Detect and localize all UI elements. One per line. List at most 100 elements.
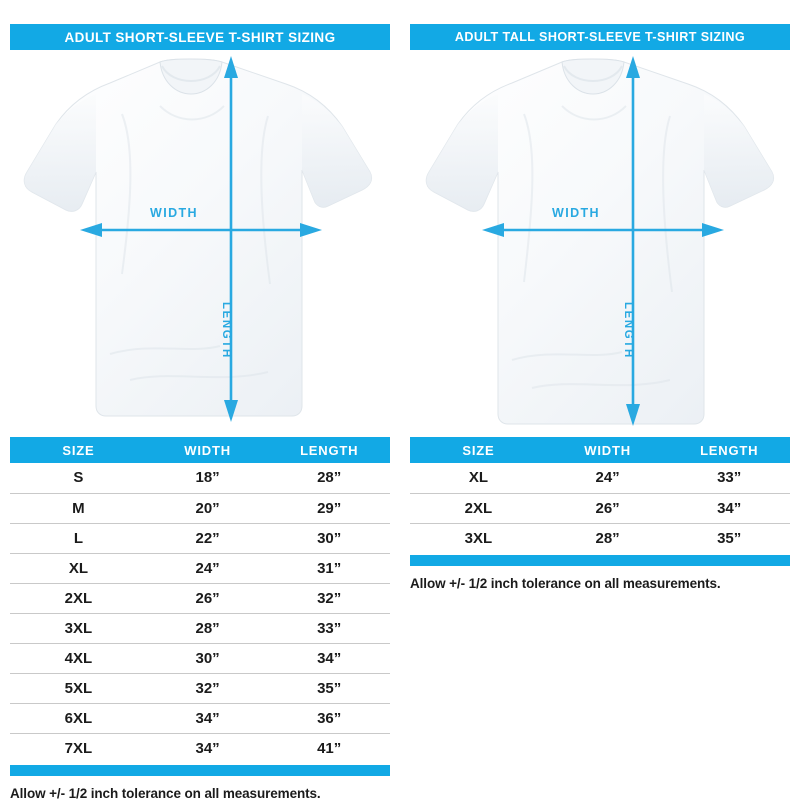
table-header-row: SIZE WIDTH LENGTH: [410, 437, 790, 463]
table-row: 2XL 26” 34”: [410, 492, 790, 523]
cell-width: 34”: [146, 732, 269, 763]
width-measure-label: WIDTH: [552, 206, 600, 220]
cell-size: 3XL: [410, 522, 547, 553]
header-size: SIZE: [410, 437, 547, 463]
cell-length: 41”: [268, 732, 390, 763]
length-arrow-head-bottom: [224, 400, 238, 422]
adult-tall-tshirt-diagram: WIDTH LENGTH: [410, 54, 790, 426]
cell-length: 29”: [268, 492, 390, 523]
width-measure-label: WIDTH: [150, 206, 198, 220]
adult-tall-table-body: XL 24” 33” 2XL 26” 34” 3XL 28” 35”: [410, 463, 790, 553]
table-row: 2XL 26” 32”: [10, 582, 390, 613]
table-row: XL 24” 33”: [410, 463, 790, 493]
cell-width: 18”: [195, 469, 220, 487]
cell-length: 35”: [668, 522, 790, 553]
fabric-folds: [511, 105, 673, 389]
cell-length: 34”: [668, 492, 790, 523]
tshirt-illustration: [425, 56, 775, 426]
adult-tall-tolerance-note: Allow +/- 1/2 inch tolerance on all meas…: [410, 576, 721, 591]
cell-width: 22”: [146, 522, 269, 553]
cell-length: 30”: [268, 522, 390, 553]
cell-size: L: [10, 522, 147, 553]
cell-width: 28”: [546, 522, 669, 553]
table-row: 4XL 30” 34”: [10, 642, 390, 673]
header-width: WIDTH: [146, 437, 269, 463]
header-length: LENGTH: [268, 437, 390, 463]
table-row: L 22” 30”: [10, 522, 390, 553]
cell-size: 3XL: [10, 612, 147, 643]
cell-size: 6XL: [10, 702, 147, 733]
shirt-collar: [561, 58, 625, 95]
cell-length: 28”: [317, 469, 342, 487]
cell-width: 26”: [546, 492, 669, 523]
adult-tall-sizing-panel: ADULT TALL SHORT-SLEEVE T-SHIRT SIZING: [400, 0, 800, 800]
cell-size: 7XL: [10, 732, 147, 763]
table-row: XL 24” 31”: [10, 552, 390, 583]
length-measure-label: LENGTH: [622, 302, 634, 359]
cell-width: 30”: [146, 642, 269, 673]
cell-length: 35”: [268, 672, 390, 703]
cell-size: 5XL: [10, 672, 147, 703]
tshirt-illustration: [23, 56, 373, 422]
right-sleeve-shading: [704, 94, 774, 208]
shirt-collar: [159, 58, 223, 95]
width-arrow-head-right: [702, 223, 724, 237]
cell-length: 32”: [268, 582, 390, 613]
cell-size: 2XL: [410, 492, 547, 523]
adult-size-table: SIZE WIDTH LENGTH S 18” 28” M 20” 29”: [10, 437, 390, 763]
width-arrow-head-right: [300, 223, 322, 237]
collar-inner-line: [161, 65, 221, 82]
cell-size: M: [10, 492, 147, 523]
adult-tall-size-table-block: SIZE WIDTH LENGTH XL 24” 33” 2XL 26” 34”: [410, 437, 790, 591]
adult-tall-table-footer-bar: [410, 555, 790, 566]
table-row: S 18” 28”: [10, 463, 390, 493]
cell-length: 33”: [717, 469, 742, 487]
adult-tolerance-note: Allow +/- 1/2 inch tolerance on all meas…: [10, 786, 321, 801]
adult-panel-banner: ADULT SHORT-SLEEVE T-SHIRT SIZING: [10, 24, 390, 50]
header-length: LENGTH: [668, 437, 790, 463]
cell-width: 28”: [146, 612, 269, 643]
width-arrow-head-left: [482, 223, 504, 237]
cell-length: 34”: [268, 642, 390, 673]
length-arrow-head-bottom: [626, 404, 640, 426]
cell-size: XL: [10, 552, 147, 583]
left-sleeve-shading: [24, 94, 97, 212]
cell-width: 24”: [146, 552, 269, 583]
cell-size: S: [73, 469, 84, 487]
adult-tall-panel-banner: ADULT TALL SHORT-SLEEVE T-SHIRT SIZING: [410, 24, 790, 50]
adult-tshirt-diagram: WIDTH LENGTH: [10, 54, 390, 426]
cell-width: 34”: [146, 702, 269, 733]
collar-inner-line: [563, 65, 623, 82]
table-row: 5XL 32” 35”: [10, 672, 390, 703]
cell-size: XL: [468, 469, 488, 487]
length-arrow-head-top: [224, 56, 238, 78]
fabric-folds: [109, 105, 271, 381]
cell-length: 31”: [268, 552, 390, 583]
adult-table-body: S 18” 28” M 20” 29” L 22” 30”: [10, 463, 390, 763]
adult-size-table-block: SIZE WIDTH LENGTH S 18” 28” M 20” 29”: [10, 437, 390, 801]
cell-size: 2XL: [10, 582, 147, 613]
cell-width: 24”: [595, 469, 620, 487]
cell-width: 32”: [146, 672, 269, 703]
cell-size: 4XL: [10, 642, 147, 673]
cell-width: 26”: [146, 582, 269, 613]
adult-sizing-panel: ADULT SHORT-SLEEVE T-SHIRT SIZING: [0, 0, 400, 801]
width-arrow-head-left: [80, 223, 102, 237]
table-row: M 20” 29”: [10, 492, 390, 523]
adult-table-footer-bar: [10, 765, 390, 776]
cell-width: 20”: [146, 492, 269, 523]
table-row: 7XL 34” 41”: [10, 732, 390, 763]
table-row: 3XL 28” 35”: [410, 522, 790, 553]
adult-tall-size-table: SIZE WIDTH LENGTH XL 24” 33” 2XL 26” 34”: [410, 437, 790, 553]
table-header-row: SIZE WIDTH LENGTH: [10, 437, 390, 463]
cell-length: 33”: [268, 612, 390, 643]
cell-length: 36”: [268, 702, 390, 733]
table-row: 6XL 34” 36”: [10, 702, 390, 733]
length-arrow-head-top: [626, 56, 640, 78]
header-size: SIZE: [10, 437, 147, 463]
right-sleeve-shading: [302, 94, 372, 208]
header-width: WIDTH: [546, 437, 669, 463]
table-row: 3XL 28” 33”: [10, 612, 390, 643]
length-measure-label: LENGTH: [220, 302, 232, 359]
